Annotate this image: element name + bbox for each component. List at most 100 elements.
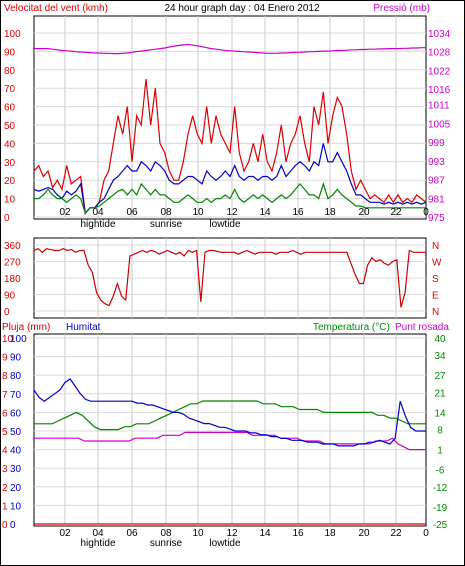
humidity-y-tick-label: 30 [10, 464, 22, 475]
pressure-y-tick-label: 987 [428, 176, 445, 187]
temperature-y-tick-label: 40 [434, 334, 446, 345]
wind-min-line [34, 181, 426, 215]
chart-title: 24 hour graph day : 04 Enero 2012 [164, 3, 320, 14]
direction-y-tick-label: 360 [4, 241, 21, 252]
pressure-y-tick-label: 1005 [428, 119, 451, 130]
humidity-y-tick-label: 100 [10, 334, 27, 345]
humidity-y-tick-label: 40 [10, 446, 22, 457]
humidity-x-tick-label: 18 [324, 528, 336, 539]
wind-x-tick-label: 22 [390, 207, 402, 218]
pressure-y-tick-label: 993 [428, 157, 445, 168]
wind-x-tick-label: 08 [160, 207, 172, 218]
humidity-y-tick-label: 0 [10, 520, 16, 531]
humidity-x-tick-label: 10 [192, 528, 204, 539]
rain-y-tick-label: 1 [2, 501, 8, 512]
wind-x-tick-label: 18 [324, 207, 336, 218]
wind-y-tick-label: 10 [4, 195, 16, 206]
rain-y-tick-label: 5 [2, 427, 8, 438]
pressure-y-tick-label: 975 [428, 213, 445, 224]
pressure-y-tick-label: 1028 [428, 48, 451, 59]
temperature-y-tick-label: 14 [434, 408, 446, 419]
direction-y-tick-label: 180 [4, 274, 21, 285]
rain-y-tick-label: 9 [2, 353, 8, 364]
direction-compass-label: E [432, 291, 439, 302]
wind-y-tick-label: 40 [4, 139, 16, 150]
humidity-x-tick-label: 12 [226, 528, 238, 539]
pressure-y-tick-label: 1016 [428, 85, 451, 96]
wind-y-tick-label: 0 [4, 213, 10, 224]
dewpoint-header-label: Punt rosada [395, 322, 449, 333]
hightide-label-bottom: hightide [80, 538, 115, 549]
wind-x-tick-label: 06 [126, 207, 138, 218]
sunrise-label-bottom: sunrise [150, 538, 183, 549]
temperature-y-tick-label: 1 [437, 446, 443, 457]
wind-y-tick-label: 80 [4, 66, 16, 77]
humidity-y-tick-label: 50 [10, 427, 22, 438]
humidity-y-tick-label: 90 [10, 353, 22, 364]
humidity-x-tick-label: 14 [259, 528, 271, 539]
direction-compass-label: W [432, 258, 442, 269]
rain-y-tick-label: 8 [2, 371, 8, 382]
wind-x-tick-label: 04 [92, 207, 104, 218]
humidity-panel-frame [33, 333, 427, 527]
temperature-y-tick-label: -12 [433, 483, 448, 494]
lowtide-label: lowtide [209, 219, 241, 230]
wind-panel-frame [33, 15, 427, 220]
temperature-y-tick-label: 27 [434, 371, 446, 382]
rain-y-tick-label: 7 [2, 390, 8, 401]
direction-y-tick-label: 90 [4, 291, 16, 302]
temperature-header-label: Temperatura (°C) [313, 322, 390, 333]
rain-y-tick-label: 0 [2, 520, 8, 531]
direction-line [33, 247, 426, 308]
temperature-y-tick-label: -19 [433, 503, 448, 514]
direction-y-tick-label: 270 [4, 258, 21, 269]
pressure-y-tick-label: 1022 [428, 66, 451, 77]
humidity-y-tick-label: 80 [10, 371, 22, 382]
pressure-y-tick-label: 1011 [428, 101, 450, 112]
wind-y-tick-label: 100 [4, 29, 21, 40]
hightide-label: hightide [80, 219, 115, 230]
pressure-line [34, 43, 426, 55]
wind-x-tick-label: 0 [423, 207, 429, 218]
lowtide-label-bottom: lowtide [209, 538, 241, 549]
wind-x-tick-label: 12 [226, 207, 238, 218]
humidity-x-tick-label: 0 [423, 528, 429, 539]
wind-y-tick-label: 70 [4, 84, 16, 95]
temperature-y-tick-label: -25 [433, 520, 448, 531]
wind-x-tick-label: 20 [358, 207, 370, 218]
wind-x-tick-label: 10 [192, 207, 204, 218]
sunrise-label: sunrise [150, 219, 183, 230]
rain-header-label: Pluja (mm) [2, 322, 50, 333]
humidity-header-label: Humitat [66, 322, 101, 333]
wind-x-tick-label: 16 [292, 207, 304, 218]
rain-y-tick-label: 4 [2, 446, 8, 457]
direction-compass-label: N [432, 307, 439, 318]
wind-x-tick-label: 02 [59, 207, 71, 218]
wind-header-label: Velocitat del vent (kmh) [4, 3, 108, 14]
wind-x-tick-label: 14 [259, 207, 271, 218]
temperature-y-tick-label: 8 [437, 426, 443, 437]
humidity-x-tick-label: 22 [390, 528, 402, 539]
wind-y-tick-label: 60 [4, 103, 16, 114]
wind-y-tick-label: 30 [4, 158, 16, 169]
wind-y-tick-label: 50 [4, 121, 16, 132]
direction-compass-label: S [432, 274, 439, 285]
humidity-y-tick-label: 70 [10, 390, 22, 401]
humidity-x-tick-label: 04 [92, 528, 104, 539]
temperature-y-tick-label: -6 [436, 466, 445, 477]
direction-y-tick-label: 0 [4, 307, 10, 318]
rain-y-tick-label: 10 [2, 334, 14, 345]
rain-y-tick-label: 6 [2, 408, 8, 419]
rain-y-tick-label: 2 [2, 483, 8, 494]
pressure-y-tick-label: 999 [428, 138, 445, 149]
humidity-y-tick-label: 20 [10, 483, 22, 494]
humidity-x-tick-label: 20 [358, 528, 370, 539]
wind-y-tick-label: 90 [4, 47, 16, 58]
pressure-y-tick-label: 981 [428, 194, 445, 205]
humidity-x-tick-label: 06 [126, 528, 138, 539]
direction-compass-label: N [432, 241, 439, 252]
wind-avg-line [33, 143, 427, 215]
humidity-y-tick-label: 10 [10, 501, 22, 512]
rain-y-tick-label: 3 [2, 464, 8, 475]
